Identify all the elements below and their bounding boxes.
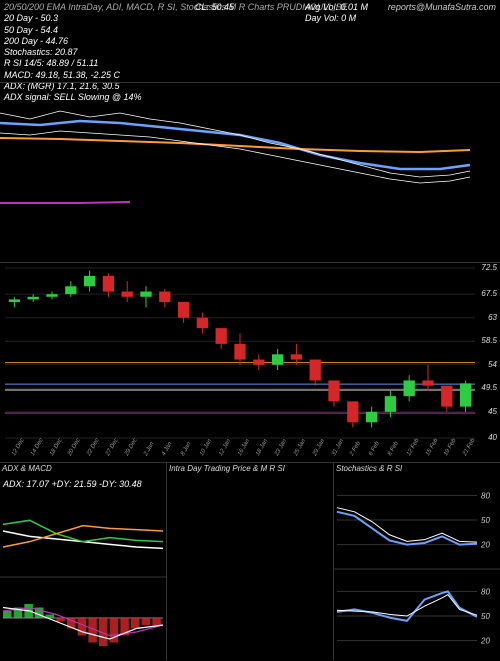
day-vol: Day Vol: 0 M bbox=[305, 13, 356, 24]
svg-text:50: 50 bbox=[481, 612, 490, 621]
svg-text:20: 20 bbox=[480, 637, 490, 646]
ema200-label: 200 Day - 44.76 bbox=[4, 36, 496, 47]
ema50-label: 50 Day - 54.4 bbox=[4, 25, 496, 36]
report-link[interactable]: reports@MunafaSutra.com bbox=[388, 2, 496, 13]
svg-text:50: 50 bbox=[481, 516, 490, 525]
y-tick: 72.5 bbox=[481, 263, 497, 272]
header: 20/50/200 EMA IntraDay, ADI, MACD, R SI,… bbox=[0, 0, 500, 82]
svg-text:80: 80 bbox=[481, 587, 490, 596]
sub-panels: ADX & MACD ADX: 17.07 +DY: 21.59 -DY: 30… bbox=[0, 462, 500, 660]
y-tick: 45 bbox=[488, 407, 497, 416]
y-tick: 49.5 bbox=[481, 383, 497, 392]
y-tick: 58.5 bbox=[481, 336, 497, 345]
y-tick: 67.5 bbox=[481, 289, 497, 298]
ema20-label: 20 Day - 50.3 bbox=[4, 13, 496, 24]
svg-text:80: 80 bbox=[481, 491, 490, 500]
intraday-panel: Intra Day Trading Price & M R SI bbox=[167, 462, 334, 660]
ema-chart bbox=[0, 82, 500, 262]
close-price: CL: 50.45 bbox=[195, 2, 234, 13]
y-tick: 40 bbox=[488, 433, 497, 442]
svg-text:ADX: 17.07 +DY: 21.59 -DY: 30.: ADX: 17.07 +DY: 21.59 -DY: 30.48 bbox=[2, 479, 142, 489]
y-tick: 63 bbox=[488, 313, 497, 322]
intraday-title: Intra Day Trading Price & M R SI bbox=[169, 464, 285, 473]
macd-label: MACD: 49.18, 51.38, -2.25 C bbox=[4, 70, 496, 81]
svg-text:20: 20 bbox=[480, 541, 490, 550]
candle-chart: 404549.55458.56367.572.5 12 Dec14 Dec18 … bbox=[0, 262, 500, 462]
stoch-rsi-panel: Stochastics & R SI 205080205080 bbox=[334, 462, 500, 660]
adx-macd-panel: ADX & MACD ADX: 17.07 +DY: 21.59 -DY: 30… bbox=[0, 462, 167, 660]
rsi-label: R SI 14/5: 48.89 / 51.11 bbox=[4, 58, 496, 69]
stoch-label: Stochastics: 20.87 bbox=[4, 47, 496, 58]
y-tick: 54 bbox=[488, 360, 497, 369]
avg-vol: Avg Vol: 0.01 M bbox=[305, 2, 368, 13]
